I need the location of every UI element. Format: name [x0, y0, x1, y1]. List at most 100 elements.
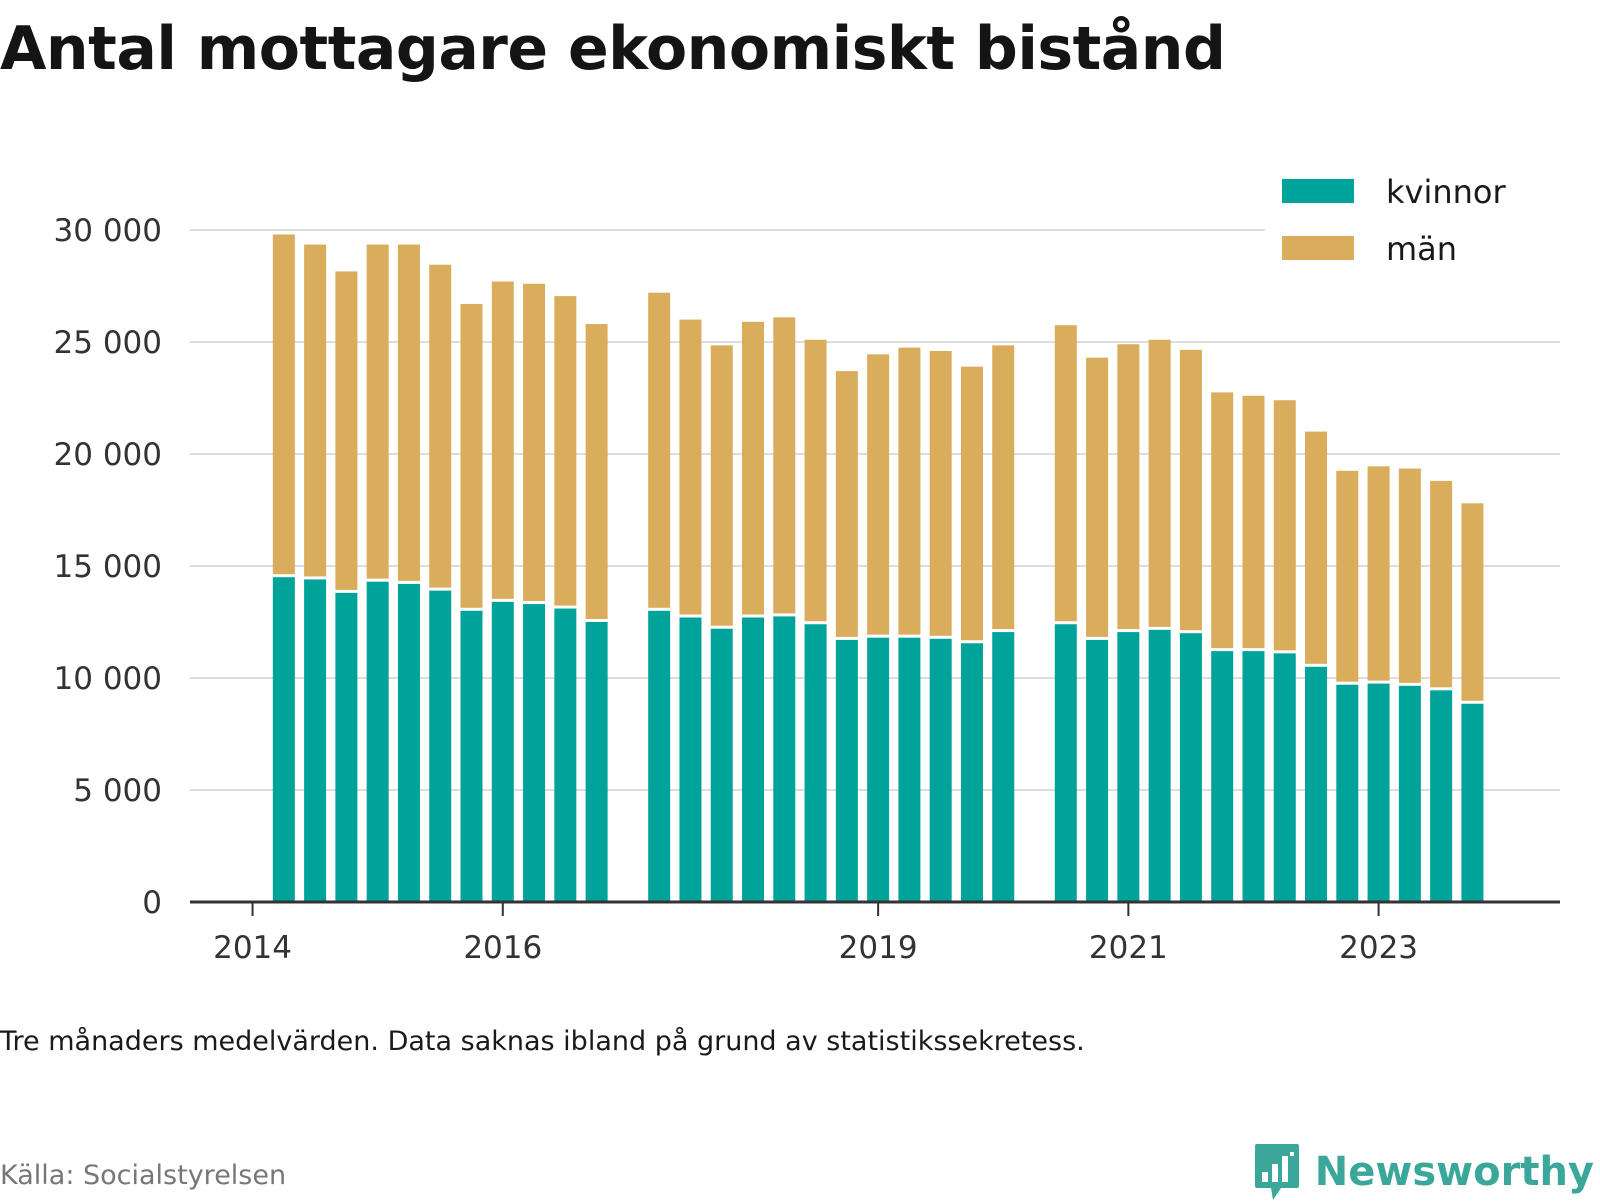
bar-man	[1273, 400, 1296, 651]
bar-man	[1336, 470, 1359, 682]
bar-kvinnor	[742, 617, 765, 902]
bar-kvinnor	[1242, 651, 1265, 902]
legend-swatch	[1282, 236, 1354, 260]
bar-man	[1179, 349, 1202, 631]
bar-man	[366, 244, 389, 579]
bar-man	[1461, 503, 1484, 701]
bar-man	[1086, 357, 1109, 637]
bar-kvinnor	[1398, 685, 1421, 902]
bar-man	[679, 319, 702, 615]
bar-kvinnor	[804, 624, 827, 902]
bar-kvinnor	[429, 590, 452, 902]
y-tick-label: 15 000	[54, 549, 162, 585]
bar-kvinnor	[648, 610, 671, 902]
bar-kvinnor	[1367, 683, 1390, 902]
bar-man	[335, 271, 358, 590]
bar-kvinnor	[1054, 624, 1077, 902]
bar-kvinnor	[929, 638, 952, 902]
bar-man	[1430, 480, 1453, 688]
bar-kvinnor	[679, 617, 702, 902]
bar-man	[1117, 344, 1140, 630]
bar-man	[429, 264, 452, 588]
bar-kvinnor	[1305, 666, 1328, 902]
bar-kvinnor	[460, 610, 483, 902]
legend-swatch	[1282, 179, 1354, 203]
newsworthy-logo-icon	[1254, 1144, 1299, 1200]
bar-kvinnor	[335, 592, 358, 902]
bar-man	[960, 366, 983, 641]
bar-kvinnor	[1086, 639, 1109, 902]
bar-man	[835, 371, 858, 637]
bar-kvinnor	[1336, 684, 1359, 902]
bar-man	[992, 345, 1015, 630]
bar-man	[523, 283, 546, 602]
bar-man	[929, 350, 952, 636]
bar-kvinnor	[835, 639, 858, 902]
bar-kvinnor	[585, 622, 608, 902]
x-tick-label: 2014	[213, 930, 292, 966]
bar-kvinnor	[1430, 690, 1453, 902]
bar-kvinnor	[867, 637, 890, 902]
bar-man	[491, 281, 514, 599]
bar-man	[710, 345, 733, 626]
legend-label: män	[1386, 230, 1457, 268]
bar-kvinnor	[272, 577, 295, 902]
bar-kvinnor	[1148, 629, 1171, 902]
bar-man	[1054, 325, 1077, 622]
bar-kvinnor	[992, 632, 1015, 902]
legend: kvinnor män	[1265, 173, 1565, 268]
x-tick-label: 2023	[1339, 930, 1418, 966]
bar-kvinnor	[898, 637, 921, 902]
bar-kvinnor	[491, 601, 514, 902]
bar-kvinnor	[1117, 632, 1140, 902]
y-tick-label: 10 000	[54, 661, 162, 697]
y-tick-label: 30 000	[54, 213, 162, 249]
x-tick-label: 2016	[463, 930, 542, 966]
bar-kvinnor	[773, 616, 796, 902]
bar-kvinnor	[304, 579, 327, 902]
bar-man	[304, 244, 327, 577]
x-axis: 2014 2016 2019 2021 2023	[190, 900, 1560, 966]
bar-man	[272, 234, 295, 575]
y-tick-label: 5 000	[73, 773, 162, 809]
bar-man	[742, 321, 765, 615]
legend-label: kvinnor	[1386, 173, 1507, 211]
bar-kvinnor	[397, 583, 420, 902]
bar-kvinnor	[1273, 653, 1296, 902]
bar-man	[804, 339, 827, 622]
bar-man	[1148, 339, 1171, 627]
bar-kvinnor	[1461, 703, 1484, 902]
bar-kvinnor	[710, 628, 733, 902]
bar-man	[1398, 468, 1421, 683]
bars	[272, 234, 1484, 902]
bar-man	[1305, 431, 1328, 664]
bar-man	[898, 347, 921, 635]
stacked-bar-chart: 0 5 000 10 000 15 000 20 000 25 000 30 000 201…	[53, 173, 1565, 966]
bar-man	[648, 292, 671, 608]
bar-kvinnor	[960, 643, 983, 902]
bar-kvinnor	[1179, 633, 1202, 902]
y-tick-label: 25 000	[54, 325, 162, 361]
bar-kvinnor	[1211, 651, 1234, 902]
chart-title: Antal mottagare ekonomiskt bistånd	[0, 14, 1226, 84]
bar-man	[460, 303, 483, 608]
brand-name: Newsworthy	[1314, 1149, 1594, 1195]
bar-man	[585, 324, 608, 619]
bar-man	[773, 317, 796, 614]
x-tick-label: 2019	[839, 930, 918, 966]
source-text: Källa: Socialstyrelsen	[0, 1160, 287, 1191]
y-tick-label: 0	[142, 885, 162, 921]
chart-note: Tre månaders medelvärden. Data saknas ib…	[0, 1026, 1085, 1057]
bar-man	[867, 354, 890, 635]
bar-kvinnor	[366, 581, 389, 902]
bar-kvinnor	[554, 608, 577, 902]
bar-man	[1367, 466, 1390, 681]
bar-man	[1211, 392, 1234, 649]
bar-man	[554, 296, 577, 606]
bar-man	[1242, 395, 1265, 649]
y-axis-ticks: 0 5 000 10 000 15 000 20 000 25 000 30 000	[54, 213, 162, 921]
bar-man	[397, 244, 420, 581]
x-tick-label: 2021	[1089, 930, 1168, 966]
y-tick-label: 20 000	[54, 437, 162, 473]
brand-logo[interactable]: Newsworthy	[1253, 1142, 1594, 1202]
